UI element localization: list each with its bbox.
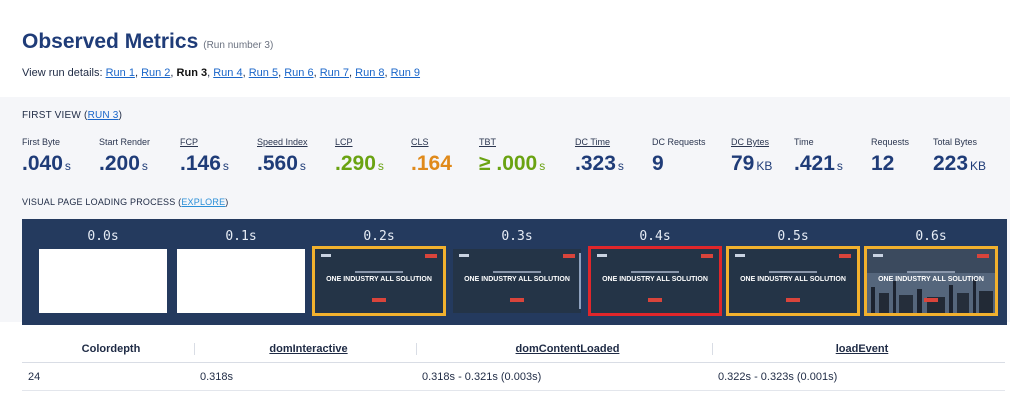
metric-value: .146 s [180,152,229,175]
run-link-5[interactable]: Run 5 [248,67,279,79]
frame-thumbnail[interactable]: ONE INDUSTRY ALL SOLUTION [588,246,722,316]
frame-headline: ONE INDUSTRY ALL SOLUTION [878,276,984,283]
first-view-run-link[interactable]: RUN 3 [87,110,119,121]
run-details-label: View run details: [22,67,103,79]
table-header: Colordepth domInteractive domContentLoad… [22,336,1005,363]
column-header-domcontentloaded[interactable]: domContentLoaded [416,343,712,355]
run-number: (Run number 3) [203,40,274,51]
column-header-colordepth: Colordepth [81,343,141,355]
frame-time: 0.1s [225,229,257,244]
column-header-loadevent[interactable]: loadEvent [712,343,1005,355]
metric-speed-index[interactable]: Speed Index .560 s [257,137,308,176]
frame-headline: ONE INDUSTRY ALL SOLUTION [326,276,432,283]
metric-fcp[interactable]: FCP .146 s [180,137,229,176]
column-header-dominteractive[interactable]: domInteractive [194,343,416,355]
frame-time: 0.0s [87,229,119,244]
metric-label: DC Requests [652,137,706,147]
metric-value: 12 [871,152,895,175]
metric-first-byte: First Byte .040 s [22,137,71,176]
metric-value: .560 s [257,152,306,175]
metric-label: Requests [871,137,910,147]
run-link-4[interactable]: Run 4 [213,67,243,79]
filmstrip-frame[interactable]: 0.2s ONE INDUSTRY ALL SOLUTION [312,219,446,325]
filmstrip-frame[interactable]: 0.1s [175,219,307,325]
run-details: View run details: Run 1, Run 2, Run 3, R… [22,67,421,79]
first-view-text: FIRST VIEW [22,110,82,121]
timing-table: Colordepth domInteractive domContentLoad… [22,336,1005,391]
frame-time: 0.2s [363,229,395,244]
metric-tbt[interactable]: TBT ≥ .000 s [479,137,545,176]
first-view-label: FIRST VIEW (RUN 3) [22,110,123,121]
metric-label[interactable]: DC Time [575,137,611,147]
run-current: Run 3 [176,67,208,79]
metric-value: 79 KB [731,152,773,175]
metric-value: 223 KB [933,152,987,175]
metric-label: Start Render [99,137,151,147]
run-link-7[interactable]: Run 7 [319,67,350,79]
page-title: Observed Metrics [22,30,199,53]
frame-headline: ONE INDUSTRY ALL SOLUTION [602,276,708,283]
metric-label[interactable]: FCP [180,137,198,147]
metric-label: First Byte [22,137,61,147]
filmstrip-frame[interactable]: 0.6s ONE INDUSTRY ALL SOLUTION [864,219,998,325]
frame-time: 0.5s [777,229,809,244]
table-cell: 0.318s [200,370,234,383]
explore-link[interactable]: EXPLORE [181,197,226,207]
filmstrip-frame[interactable]: 0.0s [37,219,169,325]
metrics-row: First Byte .040 s Start Render .200 s FCP … [22,137,1012,183]
metric-value: .040 s [22,152,71,175]
page-title-row: Observed Metrics (Run number 3) [22,30,273,54]
metric-lcp[interactable]: LCP .290 s [335,137,384,176]
metric-label[interactable]: TBT [479,137,496,147]
frame-thumbnail[interactable] [177,249,305,313]
metric-dc-requests: DC Requests 9 [652,137,706,176]
metric-label[interactable]: CLS [411,137,429,147]
filmstrip: 0.0s 0.1s 0.2s ONE INDUSTRY ALL SOLUTION… [22,219,1007,325]
metric-dc-time[interactable]: DC Time .323 s [575,137,624,176]
frame-thumbnail[interactable]: ONE INDUSTRY ALL SOLUTION [453,249,581,313]
table-cell: 0.318s - 0.321s (0.003s) [422,370,542,383]
visual-progress-text: VISUAL PAGE LOADING PROCESS [22,197,176,207]
metric-cls[interactable]: CLS .164 [411,137,452,176]
frame-thumbnail[interactable]: ONE INDUSTRY ALL SOLUTION [726,246,860,316]
frame-headline: ONE INDUSTRY ALL SOLUTION [464,276,570,283]
metric-value: 9 [652,152,664,175]
metric-requests: Requests 12 [871,137,909,176]
metric-time: Time .421 s [794,137,843,176]
filmstrip-frame[interactable]: 0.5s ONE INDUSTRY ALL SOLUTION [726,219,860,325]
table-cell: 0.322s - 0.323s (0.001s) [718,370,838,383]
metric-label: Time [794,137,814,147]
metric-value: .200 s [99,152,148,175]
metric-dc-bytes[interactable]: DC Bytes 79 KB [731,137,772,176]
table-row: 24 0.318s 0.318s - 0.321s (0.003s) 0.322… [22,363,1005,391]
metric-value: .323 s [575,152,624,175]
frame-thumbnail[interactable]: ONE INDUSTRY ALL SOLUTION [312,246,446,316]
frame-time: 0.4s [639,229,671,244]
metric-value: .290 s [335,152,384,175]
run-link-2[interactable]: Run 2 [141,67,171,79]
metric-label[interactable]: Speed Index [257,137,308,147]
filmstrip-frame[interactable]: 0.4s ONE INDUSTRY ALL SOLUTION [588,219,722,325]
filmstrip-frame[interactable]: 0.3s ONE INDUSTRY ALL SOLUTION [451,219,583,325]
metric-label: Total Bytes [933,137,978,147]
metric-start-render: Start Render .200 s [99,137,150,176]
metric-value: ≥ .000 s [479,152,546,175]
metric-label[interactable]: DC Bytes [731,137,770,147]
frame-thumbnail[interactable] [39,249,167,313]
run-link-1[interactable]: Run 1 [105,67,135,79]
metric-value: .164 [411,152,452,175]
metric-label[interactable]: LCP [335,137,353,147]
frame-time: 0.3s [501,229,533,244]
run-link-9[interactable]: Run 9 [390,67,421,79]
factory-image [867,273,995,313]
run-link-6[interactable]: Run 6 [284,67,314,79]
visual-progress-label: VISUAL PAGE LOADING PROCESS (EXPLORE) [22,197,229,207]
run-link-8[interactable]: Run 8 [355,67,385,79]
metric-total-bytes: Total Bytes 223 KB [933,137,986,176]
frame-thumbnail[interactable]: ONE INDUSTRY ALL SOLUTION [864,246,998,316]
frame-headline: ONE INDUSTRY ALL SOLUTION [740,276,846,283]
table-cell: 24 [28,370,41,383]
metric-value: .421 s [794,152,843,175]
frame-time: 0.6s [915,229,947,244]
